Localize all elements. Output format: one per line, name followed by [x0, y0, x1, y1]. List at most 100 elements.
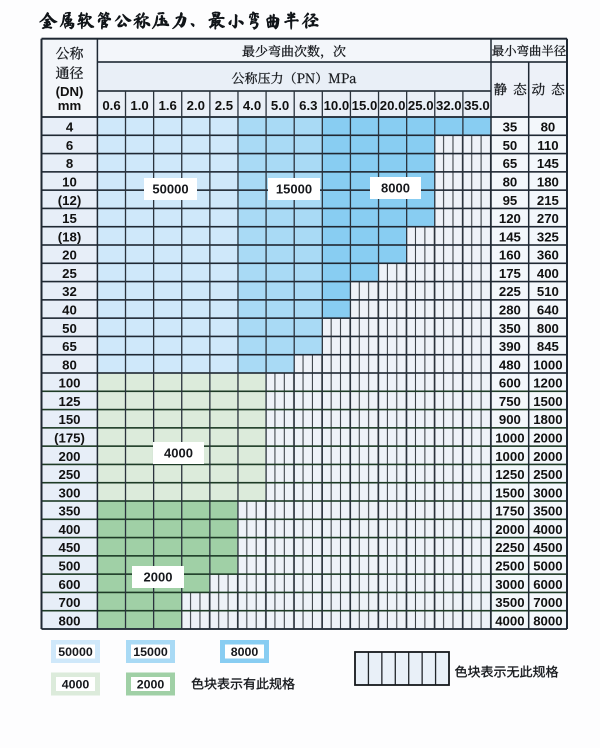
svg-text:25: 25 [62, 266, 77, 281]
svg-text:2500: 2500 [495, 559, 524, 574]
svg-text:(175): (175) [54, 431, 85, 446]
svg-text:7000: 7000 [533, 595, 562, 610]
svg-text:15000: 15000 [133, 645, 168, 659]
svg-text:5.0: 5.0 [271, 98, 289, 113]
svg-text:175: 175 [499, 266, 521, 281]
svg-text:80: 80 [541, 120, 556, 135]
svg-text:50000: 50000 [152, 182, 188, 197]
svg-text:(18): (18) [58, 229, 81, 244]
svg-text:1200: 1200 [533, 376, 562, 391]
svg-text:2250: 2250 [495, 540, 524, 555]
svg-text:180: 180 [537, 175, 559, 190]
svg-text:0.6: 0.6 [102, 98, 120, 113]
svg-text:mm: mm [58, 98, 81, 113]
svg-text:2.0: 2.0 [187, 98, 205, 113]
svg-text:400: 400 [537, 266, 559, 281]
svg-text:100: 100 [58, 376, 80, 391]
svg-text:8000: 8000 [533, 613, 562, 628]
svg-text:4000: 4000 [164, 446, 193, 461]
svg-text:1750: 1750 [495, 504, 524, 519]
svg-text:300: 300 [58, 485, 80, 500]
svg-text:2000: 2000 [144, 570, 173, 585]
svg-text:80: 80 [503, 175, 518, 190]
svg-text:65: 65 [62, 339, 77, 354]
svg-text:10.0: 10.0 [324, 98, 350, 113]
svg-text:1500: 1500 [533, 394, 562, 409]
svg-text:125: 125 [58, 394, 80, 409]
svg-text:(12): (12) [58, 193, 81, 208]
svg-text:750: 750 [499, 394, 521, 409]
svg-text:350: 350 [58, 504, 80, 519]
svg-text:1000: 1000 [495, 449, 524, 464]
svg-text:5000: 5000 [533, 559, 562, 574]
svg-text:215: 215 [537, 193, 559, 208]
svg-text:2000: 2000 [533, 431, 562, 446]
svg-text:2000: 2000 [533, 449, 562, 464]
svg-text:4.0: 4.0 [243, 98, 261, 113]
svg-text:35: 35 [503, 120, 518, 135]
svg-text:600: 600 [58, 577, 80, 592]
svg-text:350: 350 [499, 321, 521, 336]
svg-text:8000: 8000 [231, 645, 259, 659]
svg-text:10: 10 [62, 175, 77, 190]
svg-text:1.0: 1.0 [130, 98, 148, 113]
svg-text:600: 600 [499, 376, 521, 391]
svg-text:3000: 3000 [533, 485, 562, 500]
svg-text:3500: 3500 [533, 504, 562, 519]
svg-text:800: 800 [537, 321, 559, 336]
svg-text:200: 200 [58, 449, 80, 464]
svg-text:845: 845 [537, 339, 559, 354]
svg-text:(DN): (DN) [56, 84, 84, 99]
svg-text:40: 40 [62, 303, 77, 318]
svg-text:360: 360 [537, 248, 559, 263]
svg-text:390: 390 [499, 339, 521, 354]
svg-text:145: 145 [537, 156, 559, 171]
svg-text:1000: 1000 [495, 431, 524, 446]
svg-text:15000: 15000 [276, 182, 312, 197]
svg-text:80: 80 [62, 357, 77, 372]
svg-text:120: 120 [499, 211, 521, 226]
svg-text:25.0: 25.0 [408, 98, 434, 113]
svg-text:50: 50 [62, 321, 77, 336]
svg-text:4000: 4000 [495, 613, 524, 628]
svg-text:250: 250 [58, 467, 80, 482]
svg-text:3500: 3500 [495, 595, 524, 610]
svg-text:8000: 8000 [381, 181, 410, 196]
svg-text:15: 15 [62, 211, 77, 226]
svg-text:35.0: 35.0 [464, 98, 490, 113]
svg-text:510: 510 [537, 284, 559, 299]
svg-text:110: 110 [537, 138, 558, 153]
svg-text:270: 270 [537, 211, 559, 226]
svg-text:800: 800 [58, 613, 80, 628]
svg-text:15.0: 15.0 [352, 98, 378, 113]
svg-text:1800: 1800 [533, 412, 562, 427]
svg-text:95: 95 [503, 193, 518, 208]
svg-text:32.0: 32.0 [436, 98, 462, 113]
svg-text:500: 500 [58, 559, 80, 574]
svg-text:150: 150 [58, 412, 80, 427]
svg-text:4000: 4000 [62, 677, 90, 691]
svg-text:4000: 4000 [533, 522, 562, 537]
svg-text:450: 450 [58, 540, 80, 555]
svg-text:160: 160 [499, 248, 521, 263]
svg-text:280: 280 [499, 303, 521, 318]
svg-text:6: 6 [66, 138, 73, 153]
svg-text:2000: 2000 [495, 522, 524, 537]
svg-text:50: 50 [503, 138, 518, 153]
svg-text:700: 700 [58, 595, 80, 610]
svg-text:1500: 1500 [495, 485, 524, 500]
svg-text:3000: 3000 [495, 577, 524, 592]
svg-text:480: 480 [499, 357, 521, 372]
svg-text:1250: 1250 [495, 467, 524, 482]
svg-text:1000: 1000 [533, 357, 562, 372]
svg-text:50000: 50000 [58, 645, 93, 659]
svg-text:325: 325 [537, 229, 559, 244]
svg-text:4500: 4500 [533, 540, 562, 555]
svg-text:145: 145 [499, 229, 521, 244]
svg-text:20.0: 20.0 [380, 98, 406, 113]
svg-text:4: 4 [66, 120, 74, 135]
svg-text:640: 640 [537, 303, 559, 318]
svg-text:225: 225 [499, 284, 521, 299]
svg-text:6000: 6000 [533, 577, 562, 592]
svg-text:2000: 2000 [137, 677, 165, 691]
